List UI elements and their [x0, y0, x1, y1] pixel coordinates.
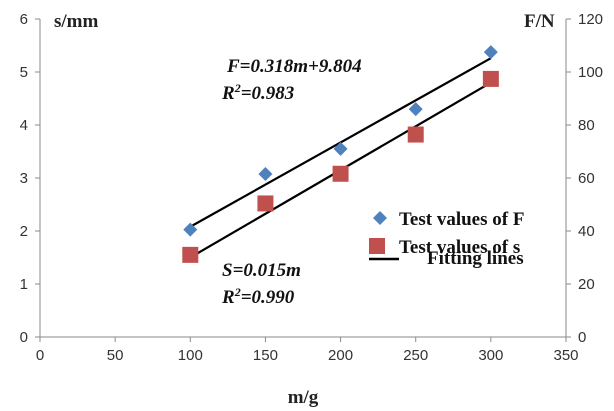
y-right-tick-label: 60 — [578, 170, 595, 187]
fit-s-r2: R2=0.990 — [221, 285, 295, 308]
y-right-tick-label: 0 — [578, 329, 586, 346]
y-right-tick-label: 80 — [578, 117, 595, 134]
legend-label-f: Test values of F — [399, 209, 524, 230]
data-point-f — [258, 167, 273, 182]
y-left-tick-label: 0 — [20, 329, 28, 346]
x-tick-label: 100 — [178, 347, 203, 364]
y-right-tick-label: 120 — [578, 11, 603, 28]
y-left-tick-label: 5 — [20, 64, 28, 81]
fit-s-equation: S=0.015m — [222, 260, 301, 281]
data-point-f — [333, 141, 348, 156]
legend-label-fit: Fitting lines — [427, 248, 524, 269]
data-point-s — [407, 126, 424, 143]
x-tick-label: 300 — [478, 347, 503, 364]
fit-f-equation: F=0.318m+9.804 — [226, 56, 362, 77]
fit-s-r2-prefix: R — [221, 287, 235, 308]
data-point-f — [408, 102, 423, 117]
y-right-tick-label: 20 — [578, 276, 595, 293]
y-right-tick-label: 40 — [578, 223, 595, 240]
data-point-s — [257, 195, 274, 212]
x-tick-label: 50 — [107, 347, 124, 364]
y-left-tick-label: 3 — [20, 170, 28, 187]
fit-f-r2-superscript: 2 — [234, 81, 241, 95]
x-tick-label: 200 — [328, 347, 353, 364]
y-left-tick-label: 6 — [20, 11, 28, 28]
y-right-axis-title: F/N — [524, 11, 555, 32]
y-left-axis-title: s/mm — [54, 11, 99, 32]
y-right-tick-label: 100 — [578, 64, 603, 81]
x-tick-label: 250 — [403, 347, 428, 364]
fit-s-r2-value: =0.990 — [241, 287, 295, 308]
legend-marker-s — [369, 238, 385, 254]
fit-f-r2-value: =0.983 — [241, 83, 295, 104]
x-tick-label: 150 — [253, 347, 278, 364]
legend: Test values of F Test values of s Fittin… — [369, 209, 524, 269]
data-point-s — [332, 165, 349, 182]
x-tick-label: 350 — [553, 347, 578, 364]
legend-marker-f — [373, 211, 387, 225]
y-left-tick-label: 1 — [20, 276, 28, 293]
data-point-f — [483, 45, 498, 60]
y-left-tick-label: 2 — [20, 223, 28, 240]
x-tick-label: 0 — [36, 347, 44, 364]
legend-label-s: Test values of s — [399, 237, 520, 258]
fit-f-r2-prefix: R — [221, 83, 235, 104]
data-point-f — [183, 222, 198, 237]
x-axis-title: m/g — [288, 387, 319, 408]
fit-f-r2: R2=0.983 — [221, 81, 294, 104]
data-point-s — [182, 246, 199, 263]
axes: 0 50 100 150 200 250 300 3500123456020406080100… — [20, 11, 603, 364]
fit-s-r2-superscript: 2 — [234, 285, 241, 299]
y-left-tick-label: 4 — [20, 117, 28, 134]
data-points — [182, 45, 499, 263]
data-point-s — [482, 70, 499, 87]
